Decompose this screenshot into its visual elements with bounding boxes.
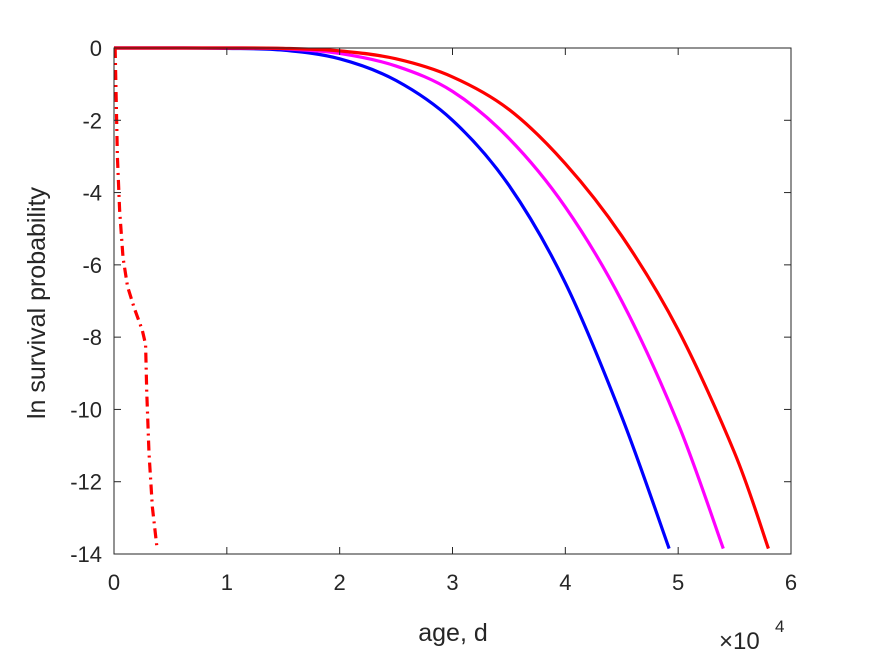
x-tick-label: 6 — [785, 570, 797, 595]
y-tick-label: -6 — [82, 253, 102, 278]
plot-area — [114, 48, 791, 554]
y-tick-label: -2 — [82, 108, 102, 133]
x-exponent-power: 4 — [775, 617, 784, 636]
x-tick-labels: 0 1 2 3 4 5 6 — [108, 570, 797, 595]
x-tick-label: 5 — [672, 570, 684, 595]
x-tick-label: 3 — [446, 570, 458, 595]
x-tick-label: 2 — [334, 570, 346, 595]
x-exponent-base: ×10 — [719, 628, 760, 655]
y-tick-label: -14 — [70, 542, 102, 567]
x-tick-label: 1 — [221, 570, 233, 595]
y-tick-label: 0 — [90, 36, 102, 61]
x-tick-label: 4 — [559, 570, 571, 595]
y-tick-label: -10 — [70, 397, 102, 422]
y-tick-label: -4 — [82, 181, 102, 206]
x-tick-label: 0 — [108, 570, 120, 595]
y-tick-labels: 0 -2 -4 -6 -8 -10 -12 -14 — [70, 36, 102, 567]
y-tick-label: -8 — [82, 325, 102, 350]
y-axis-label: ln survival probability — [23, 186, 51, 419]
axes-layer — [113, 47, 792, 555]
y-tick-label: -12 — [70, 470, 102, 495]
x-axis-label: age, d — [418, 619, 488, 647]
